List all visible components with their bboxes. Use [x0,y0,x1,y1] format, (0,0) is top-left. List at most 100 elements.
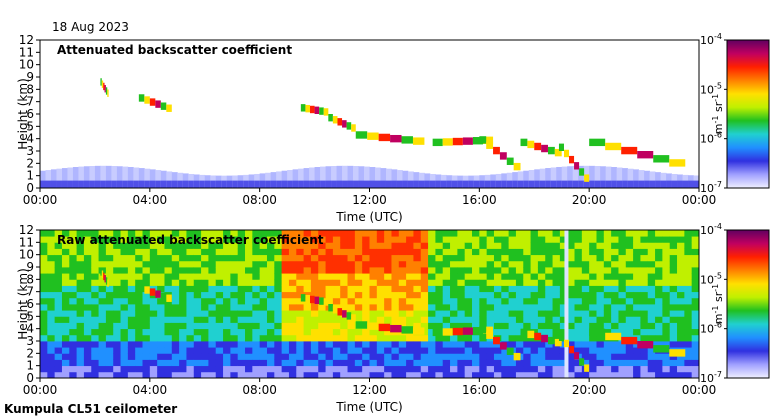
raw-cell [127,353,136,360]
raw-cell [640,279,649,286]
raw-cell [69,242,78,249]
raw-cell [318,353,326,360]
raw-cell [655,285,663,293]
raw-cell [332,371,341,379]
raw-cell [179,297,187,305]
raw-cell [450,371,458,379]
raw-cell [559,310,568,317]
raw-cell [281,273,290,280]
raw-cell [669,254,678,262]
raw-cell [472,230,480,237]
raw-cell [40,291,48,299]
raw-cell [376,371,385,379]
raw-cell [545,248,553,256]
raw-cell [223,267,231,274]
raw-cell [669,359,678,367]
raw-cell [325,322,334,330]
raw-cell [574,334,583,342]
boundary-layer-cell [287,170,294,188]
raw-cell [318,291,326,299]
raw-cell [589,230,597,237]
raw-cell [677,242,685,249]
raw-cell [450,341,458,348]
raw-cell [472,267,480,274]
raw-cell [655,248,663,256]
raw-cell [574,267,583,274]
raw-cell [208,310,217,317]
surface-layer-cell [149,180,156,188]
raw-cell [552,291,561,299]
raw-cell [435,254,444,262]
surface-layer-cell [556,180,563,188]
raw-cell [369,359,378,367]
raw-cell [391,341,400,348]
raw-cell [677,328,685,336]
raw-cell [611,353,619,360]
boundary-layer-cell [589,165,596,188]
raw-cell [669,328,678,336]
raw-cell [589,297,597,305]
raw-cell [633,248,641,256]
raw-cell [69,248,78,256]
raw-cell [142,328,151,336]
raw-cell [669,316,678,323]
raw-cell [252,304,261,311]
raw-cell [157,310,165,317]
raw-cell [662,341,671,348]
cloud-layer-mark [547,146,555,155]
raw-cell [303,316,312,323]
surface-layer-cell [204,180,211,188]
raw-cell [127,297,136,305]
raw-cell [567,322,575,330]
raw-cell [684,254,693,262]
raw-cell [413,260,422,268]
raw-cell [486,279,495,286]
raw-cell [450,236,458,243]
boundary-layer-cell [358,166,365,188]
raw-cell [376,334,385,342]
raw-cell [354,267,363,274]
raw-cell [552,279,561,286]
raw-cell [318,230,326,237]
raw-cell [464,297,473,305]
raw-cell [398,371,407,379]
raw-cell [83,291,92,299]
raw-cell [530,365,539,373]
raw-cell [420,316,429,323]
raw-cell [325,316,334,323]
raw-cell [40,297,48,305]
raw-cell [655,279,663,286]
raw-cell [91,242,99,249]
raw-cell [486,310,495,317]
raw-cell [142,341,151,348]
raw-cell [318,310,326,317]
raw-cell [179,267,187,274]
raw-cell [113,242,121,249]
raw-cell [340,371,348,379]
surface-layer-cell [391,180,398,188]
raw-cell [545,371,553,379]
raw-cell [354,297,363,305]
y-tick-label: 0 [26,371,34,385]
raw-cell [684,359,693,367]
boundary-layer-cell [561,166,568,188]
raw-cell [486,230,495,237]
raw-cell [113,285,121,293]
raw-cell [164,310,173,317]
surface-layer-cell [248,180,255,188]
raw-cell [640,248,649,256]
raw-cell [69,353,78,360]
y-tick-label: 10 [19,58,34,72]
raw-cell [596,236,605,243]
raw-cell [61,273,70,280]
raw-cell [479,322,488,330]
boundary-layer-cell [605,166,612,188]
raw-cell [223,334,231,342]
y-tick-label: 12 [19,223,34,237]
raw-cell [266,316,275,323]
raw-cell [230,334,239,342]
raw-cell [171,310,180,317]
raw-cell [457,242,466,249]
boundary-layer-cell [67,167,74,188]
raw-cell [662,310,671,317]
